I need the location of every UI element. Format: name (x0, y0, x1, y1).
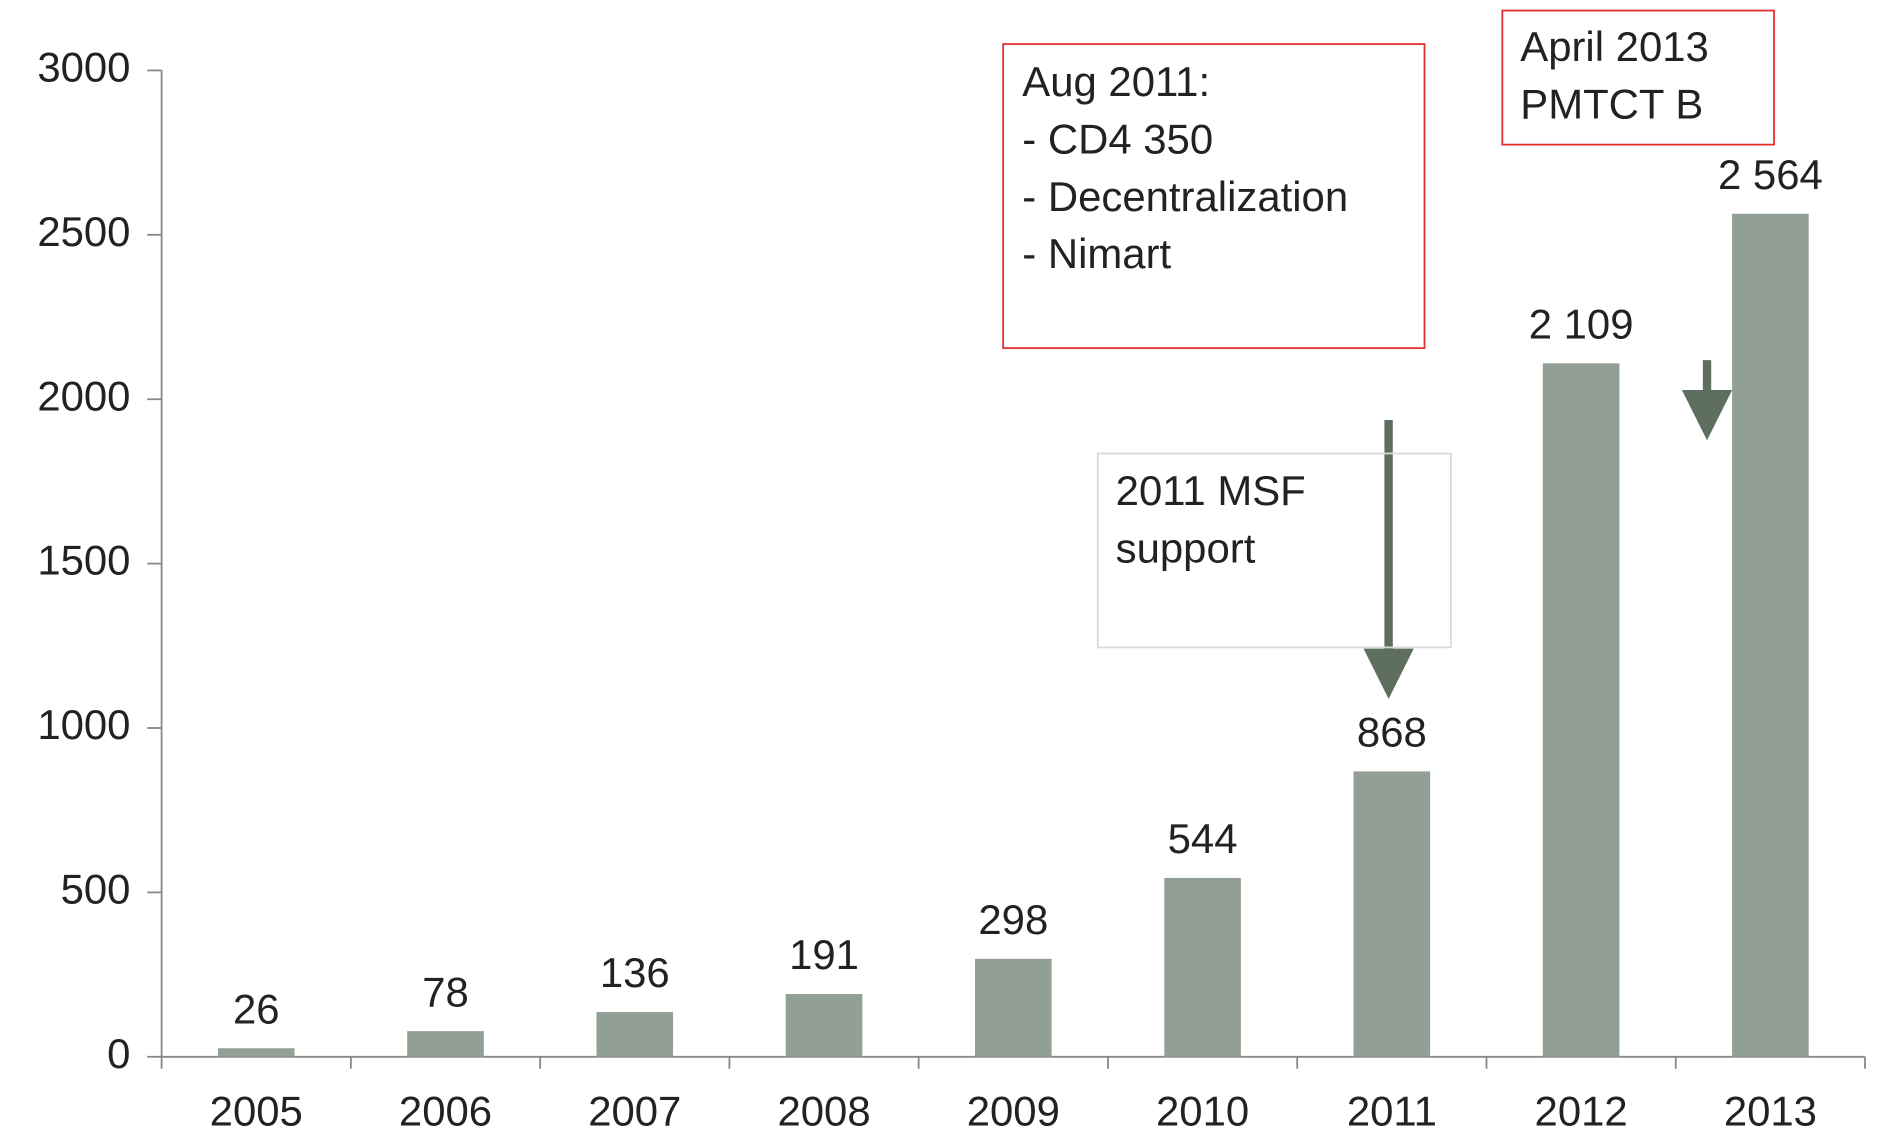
data-label: 544 (1168, 815, 1238, 862)
x-tick-label: 2010 (1156, 1087, 1249, 1132)
bar (596, 1012, 674, 1057)
data-label: 26 (233, 985, 280, 1032)
data-label: 78 (422, 968, 469, 1015)
bar (975, 958, 1052, 1057)
annotation-box (1501, 9, 1775, 146)
x-tick-label: 2013 (1724, 1087, 1817, 1132)
y-tick-label: 3000 (37, 43, 130, 90)
y-tick-label: 1000 (37, 701, 130, 748)
y-tick-label: 0 (107, 1030, 130, 1077)
data-label: 191 (789, 931, 859, 978)
annotation-text: - Nimart (1022, 230, 1171, 277)
x-tick-label: 2007 (588, 1087, 681, 1132)
x-tick-label: 2011 (1347, 1087, 1437, 1132)
x-tick-label: 2012 (1535, 1087, 1628, 1132)
x-tick-label: 2005 (210, 1087, 303, 1132)
bar (1732, 213, 1809, 1057)
y-tick-label: 2500 (37, 208, 130, 255)
data-label: 2 564 (1718, 151, 1823, 198)
data-label: 136 (600, 949, 670, 996)
annotation-text: support (1116, 525, 1256, 572)
bar (1353, 771, 1431, 1057)
annotation-text: - CD4 350 (1022, 115, 1213, 162)
y-tick-label: 2000 (37, 372, 130, 419)
annotation-text: April 2013 (1520, 23, 1709, 70)
annotation-box (1096, 452, 1452, 649)
x-tick-label: 2008 (777, 1087, 870, 1132)
y-tick-label: 1500 (37, 537, 130, 584)
bar (1164, 877, 1241, 1057)
data-label: 868 (1357, 709, 1427, 756)
annotation-text: Aug 2011: (1022, 58, 1210, 105)
data-label: 298 (978, 896, 1048, 943)
annotation-box (1002, 43, 1426, 350)
annotation-text: PMTCT B (1520, 81, 1703, 128)
bar (407, 1031, 484, 1057)
x-tick-label: 2009 (967, 1087, 1060, 1132)
bar (785, 993, 863, 1057)
y-tick-label: 500 (61, 865, 131, 912)
bar (217, 1048, 295, 1057)
x-tick-label: 2006 (399, 1087, 492, 1132)
data-label: 2 109 (1529, 301, 1634, 348)
annotation-text: 2011 MSF (1116, 467, 1306, 514)
bar (1542, 363, 1620, 1057)
annotation-text: - Decentralization (1022, 173, 1348, 220)
